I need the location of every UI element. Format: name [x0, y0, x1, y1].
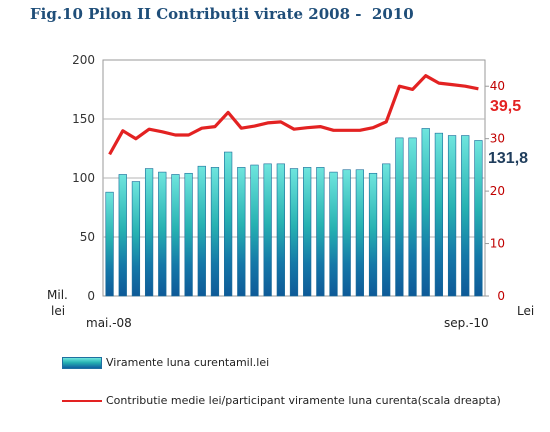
bar — [461, 135, 470, 297]
bar — [171, 174, 180, 297]
bar — [447, 135, 457, 297]
left-axis-ticks: 0 50 100 150 200 — [72, 53, 95, 303]
bar — [276, 163, 285, 297]
combo-chart: 0 50 100 150 200 0 10 20 30 40 Mil. lei Lei mai.… — [47, 53, 534, 330]
right-tick-label: 0 — [497, 289, 505, 303]
bar — [303, 167, 312, 297]
right-tick-label: 30 — [490, 132, 505, 146]
line-end-value-label: 39,5 — [490, 98, 521, 115]
legend-line-swatch — [62, 400, 102, 402]
left-tick-label: 0 — [87, 289, 95, 303]
bar — [224, 151, 233, 297]
bar — [382, 163, 391, 297]
bar — [131, 181, 141, 297]
bar — [421, 128, 430, 297]
right-tick-label: 20 — [490, 184, 505, 198]
chart-title: Fig.10 Pilon II Contribuţii virate 2008 … — [30, 5, 414, 23]
bar — [395, 137, 404, 297]
bar — [289, 168, 299, 297]
bar — [144, 168, 154, 297]
line-series — [108, 74, 479, 156]
left-tick-label: 100 — [72, 171, 95, 185]
right-axis-label: Lei — [517, 304, 534, 318]
bar — [118, 174, 127, 297]
legend-bar-label: Viramente luna curentamil.lei — [106, 356, 270, 369]
bar — [210, 167, 220, 297]
bar — [408, 137, 417, 297]
bar — [158, 171, 167, 297]
right-tick-label: 40 — [490, 79, 505, 93]
x-end-label: sep.-10 — [444, 316, 489, 330]
left-axis-label: Mil. — [47, 288, 68, 302]
bar-end-value-label: 131,8 — [488, 150, 528, 167]
legend-bar-swatch — [62, 357, 102, 369]
bar — [474, 140, 483, 297]
x-start-label: mai.-08 — [86, 316, 132, 330]
bar — [184, 172, 193, 297]
right-tick-label: 10 — [490, 237, 505, 251]
left-axis-label-2: lei — [51, 304, 65, 318]
bar — [237, 167, 246, 297]
right-axis-ticks: 0 10 20 30 40 — [485, 79, 505, 303]
bar — [355, 169, 364, 297]
bar — [316, 167, 325, 297]
bar — [342, 169, 351, 297]
bar — [197, 165, 206, 297]
bar — [368, 172, 378, 297]
left-tick-label: 50 — [80, 230, 95, 244]
left-tick-label: 150 — [72, 112, 95, 126]
bar-series — [105, 128, 483, 297]
bar — [434, 132, 444, 297]
bar — [105, 191, 114, 297]
bar — [329, 171, 338, 297]
left-tick-label: 200 — [72, 53, 95, 67]
bar — [250, 164, 259, 297]
bar — [263, 163, 272, 297]
legend-line-label: Contributie medie lei/participant virame… — [106, 394, 501, 407]
